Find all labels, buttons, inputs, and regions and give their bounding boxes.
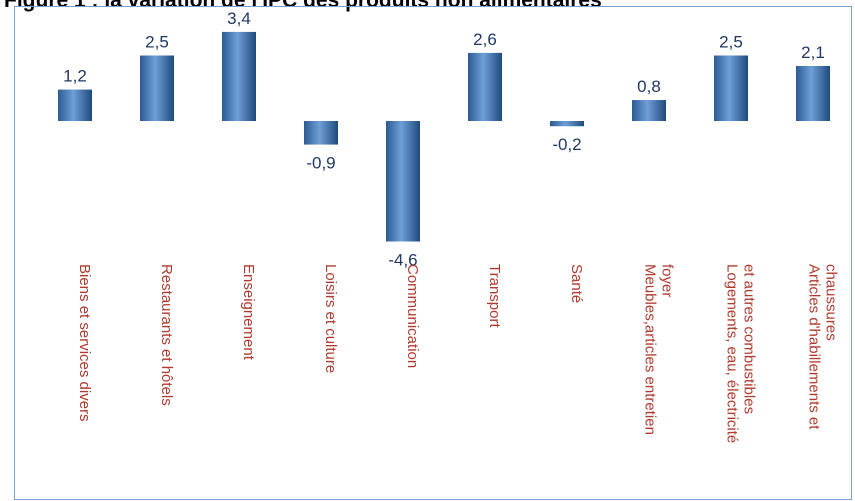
- category-label-8-line-2: foyer: [659, 264, 676, 297]
- value-label-8: 0,8: [637, 77, 661, 96]
- category-label-9-line-2: et autres combustibles: [741, 264, 758, 414]
- bars-group: [58, 31, 830, 242]
- chart-frame: [14, 6, 852, 500]
- category-label-9-line-1: Logements, eau, électricité: [724, 264, 741, 443]
- value-label-7: -0,2: [552, 135, 581, 154]
- bar-4: [304, 121, 338, 145]
- category-label-4: Loisirs et culture: [322, 264, 339, 373]
- category-label-10-line-1: Articles d'habillements et: [806, 264, 823, 430]
- category-label-3: Enseignement: [240, 264, 257, 361]
- value-label-1: 1,2: [63, 67, 87, 86]
- value-label-5: -4,6: [388, 251, 417, 270]
- bar-10: [796, 65, 830, 121]
- category-label-8-line-1: Meubles,articles entretien: [642, 264, 659, 435]
- category-labels-group: Biens et services divers Restaurants et h…: [76, 264, 840, 443]
- bar-9: [714, 55, 748, 121]
- value-label-9: 2,5: [719, 33, 743, 52]
- bar-1: [58, 89, 92, 121]
- bar-5: [386, 121, 420, 242]
- bar-3: [222, 31, 256, 122]
- category-label-1: Biens et services divers: [76, 264, 93, 422]
- category-label-7: Santé: [568, 264, 585, 303]
- bar-8: [632, 100, 666, 121]
- category-label-6: Transport: [486, 264, 503, 328]
- value-label-2: 2,5: [145, 33, 169, 52]
- category-label-5: Communication: [404, 264, 421, 368]
- bar-6: [468, 52, 502, 121]
- bar-7: [550, 121, 584, 127]
- value-label-6: 2,6: [473, 30, 497, 49]
- value-labels-group: 1,2 2,5 3,4 -0,9 -4,6 2,6 -0,2 0,8 2,5 2,1: [63, 9, 825, 270]
- value-label-10: 2,1: [801, 43, 825, 62]
- value-label-3: 3,4: [227, 9, 251, 28]
- bar-2: [140, 55, 174, 121]
- category-label-2: Restaurants et hôtels: [158, 264, 175, 406]
- category-label-10-line-2: chaussures: [823, 264, 840, 341]
- value-label-4: -0,9: [306, 154, 335, 173]
